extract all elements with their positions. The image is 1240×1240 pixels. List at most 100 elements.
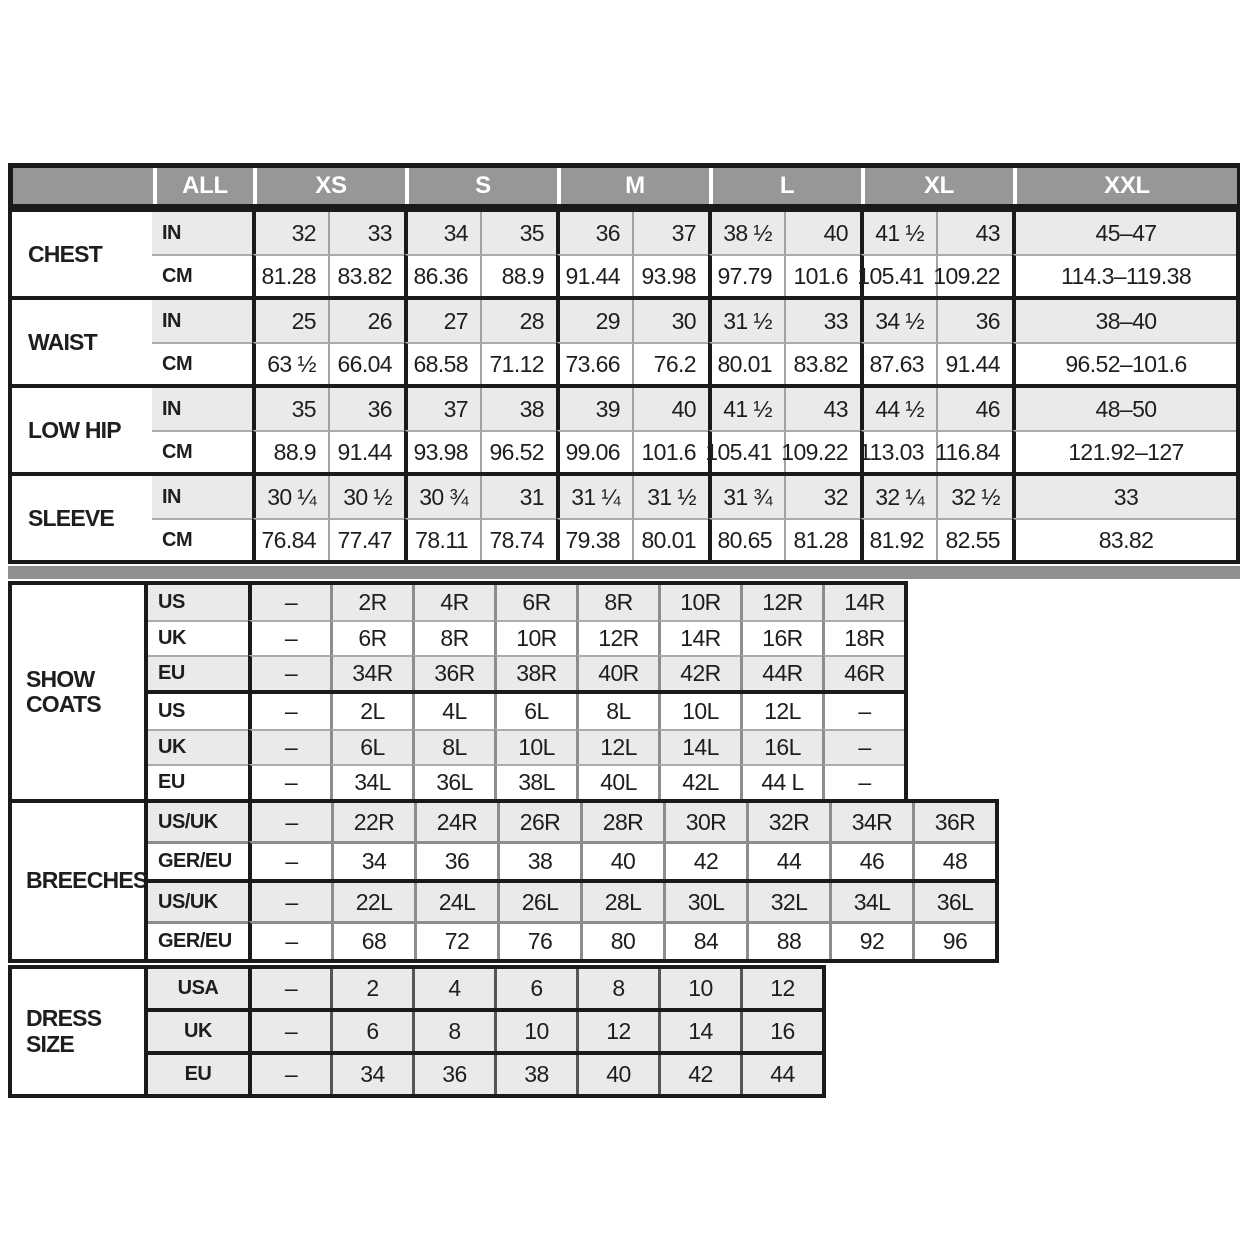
unit-cell: IN <box>152 212 252 254</box>
value-cell: 14R <box>822 585 904 620</box>
show-coats-section: SHOW COATS US –2R 4R 6R 8R 10R 12R 14R UK –6R 8R 10… <box>8 581 1232 803</box>
show-coats-section-block-2: US –2L 4L 6L 8L 10L 12L – UK –6L 8L 10L 12L 14L 16L – EU… <box>144 690 908 803</box>
value-cell: 27 <box>404 300 480 342</box>
value-cell: 31 ¾ <box>708 476 784 518</box>
measurement-sections: CHEST IN 32 33 34 35 36 37 38 ½ 40 41 ½ 43 45–47 CM 81… <box>8 208 1240 564</box>
value-cell: 10 <box>658 969 740 1008</box>
value-cell: 43 <box>784 388 860 430</box>
value-cell: 76 <box>497 921 580 959</box>
header-cell-xxl: XXL <box>1013 168 1237 204</box>
value-cell: 12R <box>740 585 822 620</box>
value-cell: 26L <box>497 883 580 921</box>
value-cell: 109.22 <box>781 430 860 472</box>
value-cell: 32 ¼ <box>860 476 936 518</box>
row-label-chest: CHEST <box>12 212 152 296</box>
value-cell: 91.44 <box>556 254 632 296</box>
value-cell: 31 ½ <box>632 476 708 518</box>
value-cell: 6L <box>494 694 576 729</box>
value-cell: 36R <box>412 655 494 690</box>
value-cell: – <box>248 655 330 690</box>
dress-size-row-uk: UK –6 8 10 12 14 16 <box>144 1008 826 1055</box>
value-cell: 8R <box>412 620 494 655</box>
value-cell: 80 <box>580 921 663 959</box>
value-cell: 30L <box>663 883 746 921</box>
value-cell: 63 ½ <box>252 342 328 384</box>
value-cell: 42 <box>658 1055 740 1094</box>
value-cell: 36R <box>912 803 995 841</box>
value-cell: 8L <box>576 694 658 729</box>
dress-size-blocks: USA –2 4 6 8 10 12 UK –6 8 10 12 14 16 EU –34 36 38 40 42 44 <box>144 965 826 1098</box>
value-cell: 77.47 <box>328 518 404 560</box>
value-cell: 30 ½ <box>328 476 404 518</box>
value-cell: 39 <box>556 388 632 430</box>
value-cell: 29 <box>556 300 632 342</box>
value-cell: 42 <box>663 841 746 879</box>
value-cell: 10R <box>658 585 740 620</box>
value-cell: – <box>248 883 331 921</box>
size-group-header: ALL XS S M L XL XXL <box>8 163 1240 208</box>
unit-cell: EU <box>148 764 248 799</box>
value-cell: 31 ¼ <box>556 476 632 518</box>
value-cell: 16L <box>740 729 822 764</box>
value-cell: 68.58 <box>404 342 480 384</box>
value-cell-range: 96.52–101.6 <box>1012 342 1236 384</box>
value-cell: 2L <box>330 694 412 729</box>
header-cell-corner <box>13 168 153 204</box>
header-cell-s: S <box>405 168 557 204</box>
value-cell: 88 <box>746 921 829 959</box>
value-cell: 6 <box>494 969 576 1008</box>
value-cell: 71.12 <box>480 342 556 384</box>
value-cell-range: 114.3–119.38 <box>1012 254 1236 296</box>
value-cell: 8R <box>576 585 658 620</box>
value-cell: 4 <box>412 969 494 1008</box>
value-cell: 4R <box>412 585 494 620</box>
value-cell: – <box>248 1055 330 1094</box>
header-cell-l: L <box>709 168 861 204</box>
value-cell-range: 121.92–127 <box>1012 430 1236 472</box>
value-cell: 14R <box>658 620 740 655</box>
dress-size-section: DRESS SIZE USA –2 4 6 8 10 12 UK –6 8 10 12 14 16 EU –3… <box>8 965 1232 1098</box>
show-coats-blocks: US –2R 4R 6R 8R 10R 12R 14R UK –6R 8R 10R 12R 14R 16R 1… <box>144 581 908 803</box>
value-cell: 46 <box>829 841 912 879</box>
value-cell: 12L <box>740 694 822 729</box>
row-label-sleeve: SLEEVE <box>12 476 152 560</box>
value-cell: 80.01 <box>632 518 708 560</box>
value-cell: 8L <box>412 729 494 764</box>
value-cell: 34 <box>330 1055 412 1094</box>
unit-cell: UK <box>148 729 248 764</box>
value-cell: 78.11 <box>404 518 480 560</box>
value-cell: 36 <box>328 388 404 430</box>
value-cell: 35 <box>480 212 556 254</box>
unit-cell: US/UK <box>148 803 248 841</box>
unit-cell: US <box>158 700 185 722</box>
value-cell: 33 <box>328 212 404 254</box>
unit-cell: CM <box>152 254 252 296</box>
value-cell: 84 <box>663 921 746 959</box>
value-cell: 6 <box>330 1012 412 1051</box>
value-cell: 34 ½ <box>860 300 936 342</box>
row-label-waist: WAIST <box>12 300 152 384</box>
value-cell: 81.28 <box>252 254 328 296</box>
breeches-blocks: US/UK –22R 24R 26R 28R 30R 32R 34R 36R GER/EU –34 3… <box>144 799 999 963</box>
value-cell: 31 <box>480 476 556 518</box>
value-cell: 80.65 <box>708 518 784 560</box>
size-chart: ALL XS S M L XL XXL CHEST IN 32 33 34 35 36 37 38 ½ 40 4… <box>8 163 1240 1098</box>
value-cell: 44 <box>746 841 829 879</box>
unit-cell: UK <box>148 620 248 655</box>
dress-size-row-eu: EU –34 36 38 40 42 44 <box>144 1051 826 1098</box>
value-cell: 2R <box>330 585 412 620</box>
value-cell: 34R <box>829 803 912 841</box>
value-cell: 30 ¾ <box>404 476 480 518</box>
value-cell: 72 <box>414 921 497 959</box>
value-cell: 36 <box>414 841 497 879</box>
unit-cell: GER/EU <box>148 921 248 959</box>
value-cell: – <box>248 803 331 841</box>
value-cell: 26R <box>497 803 580 841</box>
value-cell: 38R <box>494 655 576 690</box>
unit-cell: US/UK <box>148 883 248 921</box>
value-cell: 76.2 <box>632 342 708 384</box>
section-chest: CHEST IN 32 33 34 35 36 37 38 ½ 40 41 ½ 43 45–47 CM 81… <box>8 208 1240 300</box>
value-cell-range: 48–50 <box>1012 388 1236 430</box>
value-cell: 28 <box>480 300 556 342</box>
value-cell: 30 ¼ <box>252 476 328 518</box>
